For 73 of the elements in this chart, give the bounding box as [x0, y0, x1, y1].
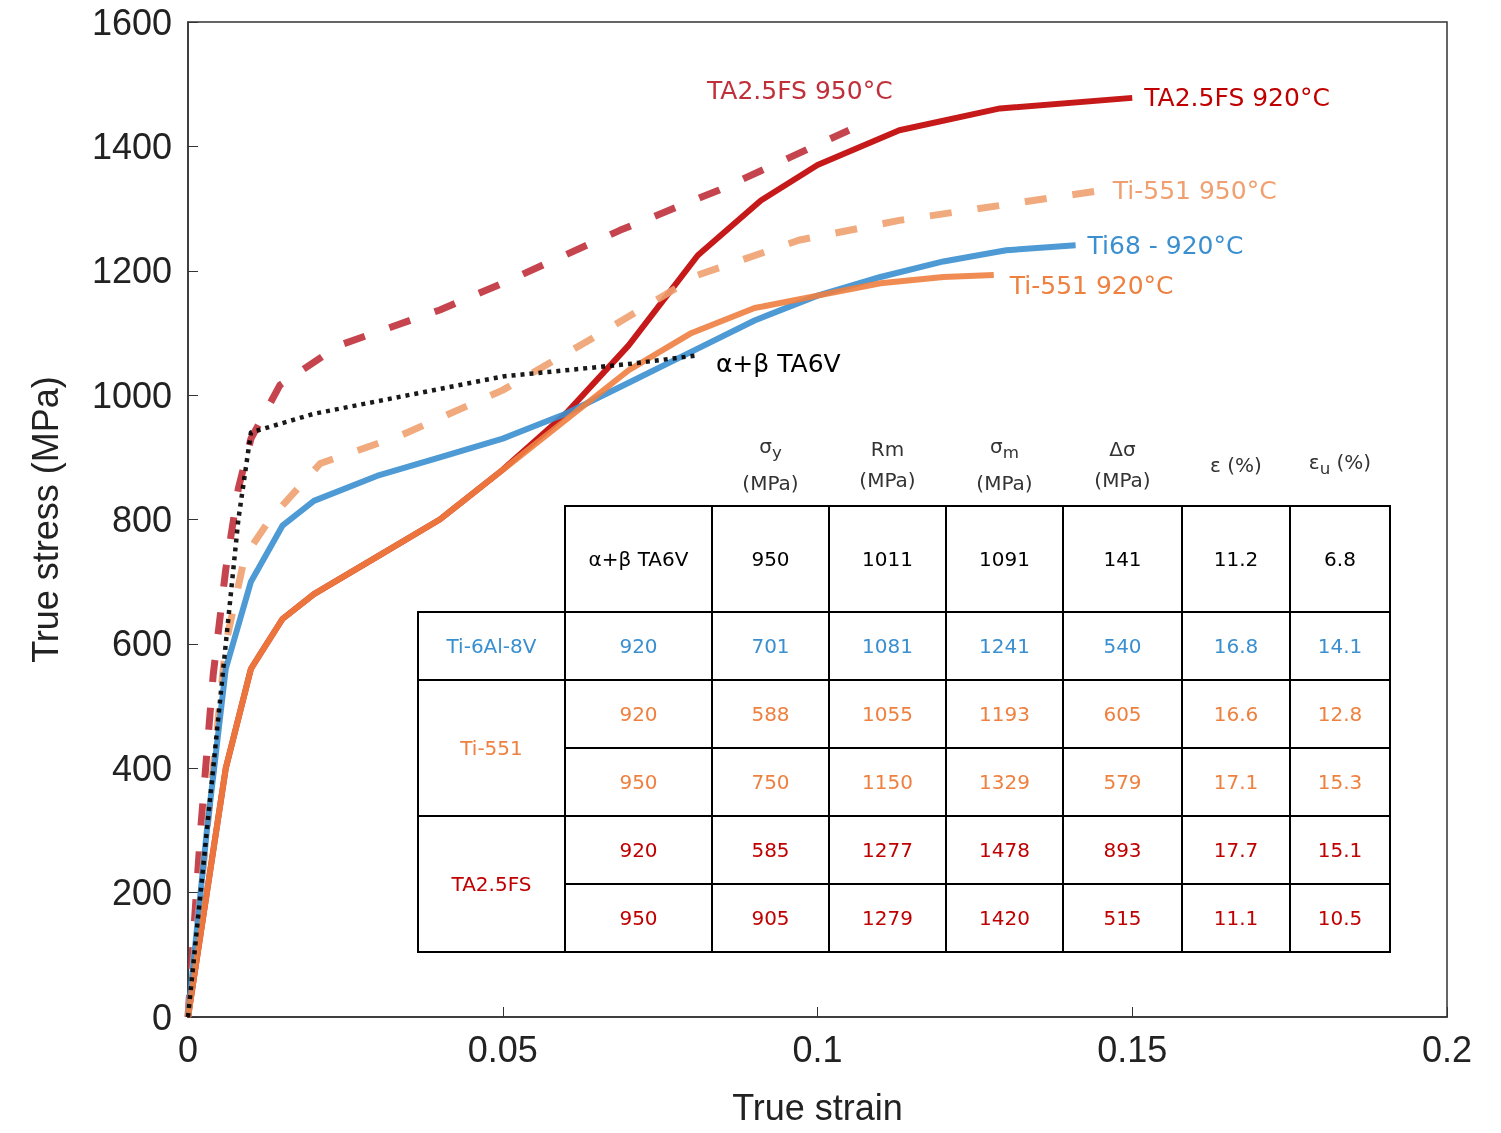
annotation: 10.5 — [1290, 884, 1390, 952]
annotation: 6.8 — [1290, 506, 1390, 612]
annotation: 588 — [712, 680, 829, 748]
y-tick-label: 600 — [111, 623, 172, 665]
annotation: 11.1 — [1182, 884, 1290, 952]
annotation: 16.8 — [1182, 612, 1290, 680]
annotation: 1279 — [829, 884, 946, 952]
annotation: 1478 — [946, 816, 1063, 884]
annotation: 920 — [565, 612, 712, 680]
x-axis-title: True strain — [732, 1086, 903, 1128]
annotation: 1011 — [829, 506, 946, 612]
annotation: 1081 — [829, 612, 946, 680]
annotation: 17.7 — [1182, 816, 1290, 884]
annotation: 920 — [565, 680, 712, 748]
y-tick-label: 400 — [111, 747, 172, 789]
annotation: ε (%) — [1209, 451, 1263, 479]
annotation: 12.8 — [1290, 680, 1390, 748]
text: TA2.5FS 950°C — [705, 75, 893, 105]
annotation: 1241 — [946, 612, 1063, 680]
y-tick-label: 1400 — [91, 125, 172, 167]
annotation: α+β TA6V — [565, 506, 712, 612]
annotation: 540 — [1063, 612, 1182, 680]
y-tick-label: 1200 — [91, 250, 172, 292]
annotation: 893 — [1063, 816, 1182, 884]
x-tick-label: 0.05 — [467, 1028, 538, 1070]
annotation: 1420 — [946, 884, 1063, 952]
annotation: 11.2 — [1182, 506, 1290, 612]
y-tick-label: 1600 — [91, 1, 172, 43]
annotation: 905 — [712, 884, 829, 952]
annotation: 1055 — [829, 680, 946, 748]
annotation: 920 — [565, 816, 712, 884]
annotation: 750 — [712, 748, 829, 816]
annotation: 950 — [565, 884, 712, 952]
x-tick-label: 0.2 — [1421, 1028, 1473, 1070]
annotation: 1329 — [946, 748, 1063, 816]
x-tick-label: 0 — [177, 1028, 199, 1070]
annotation: σ$_{y}$ (MPa) — [741, 433, 800, 497]
annotation: ε$_{u}$ (%) — [1307, 448, 1373, 480]
annotation: 701 — [712, 612, 829, 680]
series-label: Ti-551 920°C — [1008, 270, 1174, 300]
series-label: α+β TA6V — [715, 348, 841, 378]
annotation: 515 — [1063, 884, 1182, 952]
annotation: 1193 — [946, 680, 1063, 748]
annotation: Ti-6Al-8V — [418, 612, 565, 680]
y-tick-label: 1000 — [91, 374, 172, 416]
annotation: 141 — [1063, 506, 1182, 612]
series-label: Ti-551 950°C — [1111, 176, 1277, 206]
annotation: Δσ (MPa) — [1093, 436, 1152, 494]
annotation: 1091 — [946, 506, 1063, 612]
series-label: TA2.5FS 920°C — [1143, 83, 1330, 113]
series-label: Ti68 - 920°C — [1086, 230, 1244, 260]
annotation: 950 — [565, 748, 712, 816]
x-tick-label: 0.1 — [792, 1028, 843, 1070]
y-tick-label: 0 — [151, 996, 172, 1038]
y-tick-label: 800 — [111, 499, 172, 540]
x-tick-label: 0.15 — [1097, 1028, 1168, 1070]
annotation: 1150 — [829, 748, 946, 816]
annotation: 17.1 — [1182, 748, 1290, 816]
annotation: Ti-551 — [418, 680, 565, 816]
annotation: 579 — [1063, 748, 1182, 816]
y-axis-title: True stress (MPa) — [24, 376, 66, 663]
annotation: TA2.5FS — [418, 816, 565, 952]
annotation: 950 — [712, 506, 829, 612]
annotation: 1277 — [829, 816, 946, 884]
annotation: 14.1 — [1290, 612, 1390, 680]
annotation: 15.3 — [1290, 748, 1390, 816]
annotation: 15.1 — [1290, 816, 1390, 884]
annotation: σ$_{m}$ (MPa) — [975, 433, 1034, 497]
annotation: 16.6 — [1182, 680, 1290, 748]
annotation: Rm (MPa) — [858, 436, 917, 494]
y-tick-label: 200 — [111, 872, 172, 914]
annotation: 605 — [1063, 680, 1182, 748]
annotation: 585 — [712, 816, 829, 884]
